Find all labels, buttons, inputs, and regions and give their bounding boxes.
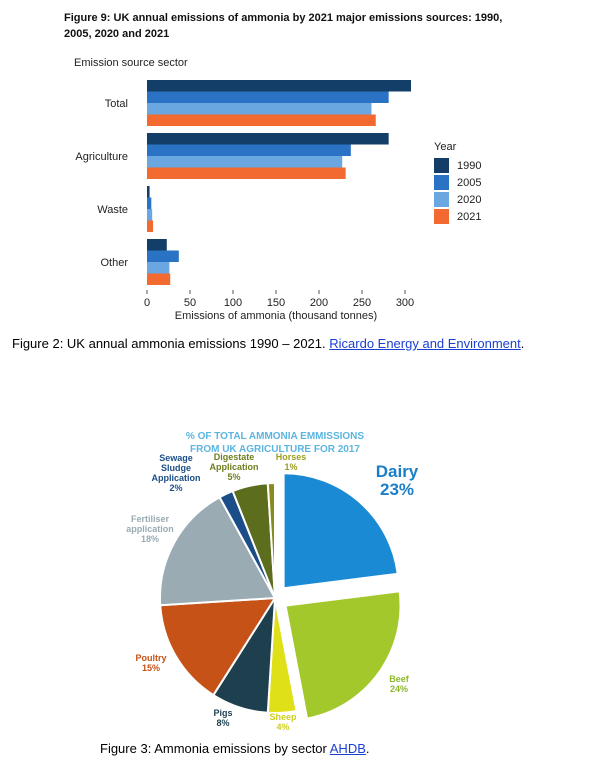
pie-label-horses: Horses — [276, 452, 307, 462]
pie-label-sheep: Sheep — [269, 712, 297, 722]
figure-3-caption-text: Figure 3: Ammonia emissions by sector — [100, 741, 330, 756]
legend-swatch-2020 — [434, 192, 449, 207]
bar-agriculture-2021 — [147, 167, 346, 179]
bar-agriculture-2020 — [147, 156, 343, 168]
legend-label-2021: 2021 — [457, 211, 481, 223]
bar-other-2005 — [147, 250, 179, 262]
pie-slice-horses — [266, 481, 276, 599]
figure-3-caption: Figure 3: Ammonia emissions by sector AH… — [100, 741, 370, 756]
ricardo-link[interactable]: Ricardo Energy and Environment — [329, 336, 521, 351]
pie-pct-pigs: 8% — [216, 718, 229, 728]
pie-label-fertiliser-application: Fertiliser — [131, 514, 170, 524]
bar-agriculture-2005 — [147, 144, 351, 156]
pie-slice-poultry — [159, 596, 277, 697]
pie-pct-sewage-sludge-application: 2% — [169, 483, 182, 493]
x-tick-label: 50 — [184, 297, 196, 309]
bar-other-2020 — [147, 262, 170, 274]
legend-label-1990: 1990 — [457, 160, 481, 172]
pie-pct-sheep: 4% — [276, 722, 289, 732]
pie-pct-horses: 1% — [284, 462, 297, 472]
pie-label-sewage-sludge-application: Sludge — [161, 463, 191, 473]
bar-waste-2020 — [147, 209, 153, 221]
pie-label-poultry: Poultry — [135, 653, 166, 663]
pie-pct-digestate-application: 5% — [227, 472, 240, 482]
pie-label-sewage-sludge-application: Application — [152, 473, 201, 483]
bar-other-2021 — [147, 273, 171, 285]
bar-total-2020 — [147, 103, 372, 115]
bar-other-1990 — [147, 239, 167, 251]
x-tick-label: 250 — [353, 297, 371, 309]
x-tick-label: 300 — [396, 297, 414, 309]
legend-label-2020: 2020 — [457, 194, 481, 206]
bar-chart: Emission source sector Total Agriculture Wa… — [74, 57, 481, 322]
legend-swatch-2005 — [434, 175, 449, 190]
pie-slice-beef — [284, 590, 402, 720]
x-axis-label: Emissions of ammonia (thousand tonnes) — [175, 310, 377, 322]
category-label-other: Other — [100, 257, 128, 269]
figure-2-caption-end: . — [520, 336, 525, 351]
pie-label-dairy: Dairy — [376, 462, 419, 481]
pie-label-pigs: Pigs — [213, 708, 232, 718]
x-tick-label: 100 — [224, 297, 242, 309]
pie-slice-dairy — [282, 472, 399, 590]
bar-waste-2005 — [147, 197, 152, 209]
pie-slice-fertiliser-application — [159, 495, 277, 607]
category-axis-label: Emission source sector — [74, 57, 188, 69]
x-tick-label: 0 — [144, 297, 150, 309]
legend-title: Year — [434, 141, 457, 153]
pie-label-fertiliser-application: application — [126, 524, 174, 534]
legend-label-2005: 2005 — [457, 177, 481, 189]
figure-2-caption-text: Figure 2: UK annual ammonia emissions 19… — [12, 336, 330, 351]
pie-pct-fertiliser-application: 18% — [141, 534, 159, 544]
x-tick-label: 200 — [310, 297, 328, 309]
pie-chart: % OF TOTAL AMMONIA EMMISSIONS FROM UK AGR… — [126, 431, 419, 732]
pie-label-sewage-sludge-application: Sewage — [159, 453, 193, 463]
pie-pct-poultry: 15% — [142, 663, 160, 673]
pie-title-line-1: % OF TOTAL AMMONIA EMMISSIONS — [186, 431, 364, 442]
pie-label-digestate-application: Application — [210, 462, 259, 472]
bar-agriculture-1990 — [147, 133, 389, 145]
legend-swatch-2021 — [434, 209, 449, 224]
pie-title-line-2: FROM UK AGRICULTURE FOR 2017 — [190, 444, 360, 455]
bar-chart-title: Figure 9: UK annual emissions of ammonia… — [64, 12, 503, 40]
figure-3-caption-end: . — [365, 741, 370, 756]
ahdb-link[interactable]: AHDB — [329, 741, 366, 756]
bar-total-2005 — [147, 91, 389, 103]
bar-waste-2021 — [147, 220, 154, 232]
category-label-waste: Waste — [97, 204, 128, 216]
figure-2-caption: Figure 2: UK annual ammonia emissions 19… — [12, 336, 524, 351]
bar-total-2021 — [147, 114, 376, 126]
legend-swatch-1990 — [434, 158, 449, 173]
pie-pct-dairy: 23% — [380, 480, 414, 499]
x-tick-label: 150 — [267, 297, 285, 309]
category-label-agriculture: Agriculture — [75, 151, 128, 163]
category-label-total: Total — [105, 98, 128, 110]
bar-waste-1990 — [147, 186, 150, 198]
pie-label-beef: Beef — [389, 674, 410, 684]
pie-pct-beef: 24% — [390, 684, 408, 694]
pie-label-digestate-application: Digestate — [214, 452, 255, 462]
bar-total-1990 — [147, 80, 412, 92]
